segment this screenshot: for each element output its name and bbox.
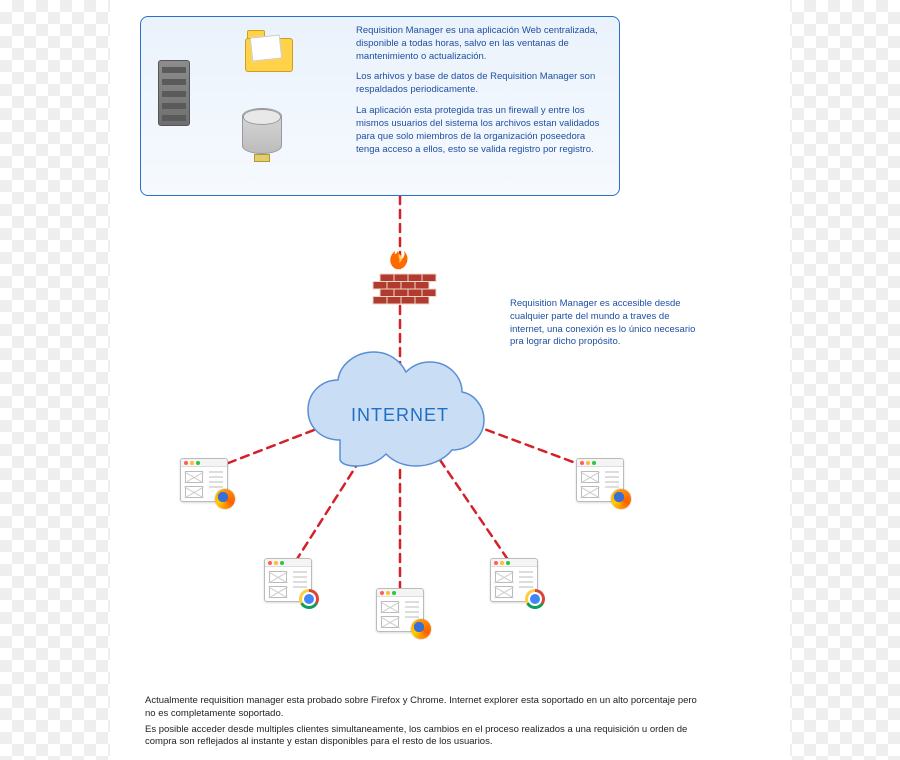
server-icon [158, 60, 190, 126]
footer-paragraph-1: Actualmente requisition manager esta pro… [145, 695, 705, 721]
browser-client-5 [376, 588, 424, 632]
folder-icon [245, 38, 293, 72]
browser-client-3 [264, 558, 312, 602]
firefox-icon [215, 489, 235, 509]
server-info-box: Requisition Manager es una aplicación We… [140, 16, 620, 196]
server-info-text: Requisition Manager es una aplicación We… [356, 25, 609, 164]
info-paragraph-3: La aplicación esta protegida tras un fir… [356, 105, 609, 156]
browser-client-2 [576, 458, 624, 502]
footer-paragraph-2: Es posible acceder desde multiples clien… [145, 724, 705, 750]
chrome-icon [299, 589, 319, 609]
chrome-icon [525, 589, 545, 609]
browser-client-4 [490, 558, 538, 602]
info-paragraph-1: Requisition Manager es una aplicación We… [356, 25, 609, 63]
info-paragraph-2: Los arhivos y base de datos de Requisiti… [356, 71, 609, 97]
firefox-icon [611, 489, 631, 509]
accessibility-text: Requisition Manager es accesible desde c… [510, 298, 700, 349]
flame-icon [388, 248, 410, 274]
browser-client-1 [180, 458, 228, 502]
footer-text: Actualmente requisition manager esta pro… [145, 695, 705, 752]
database-icon [242, 108, 282, 154]
firefox-icon [411, 619, 431, 639]
cloud-label: INTERNET [320, 405, 480, 426]
